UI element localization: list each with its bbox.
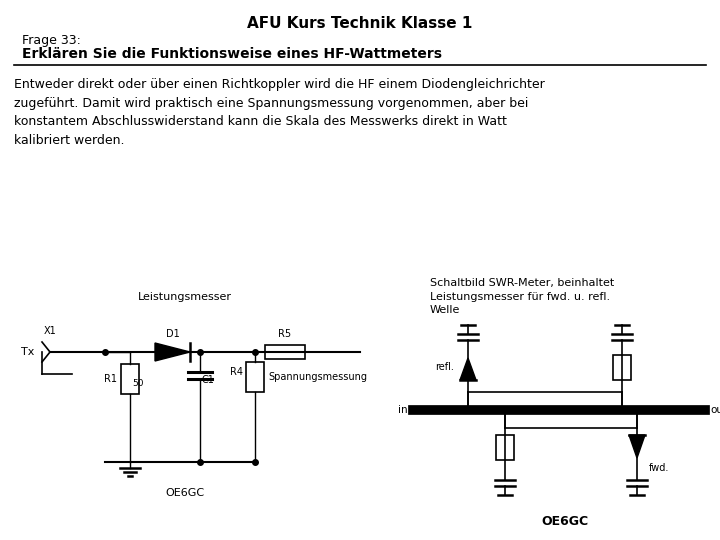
Text: in: in [398, 405, 408, 415]
Polygon shape [155, 343, 190, 361]
Text: Spannungsmessung: Spannungsmessung [268, 372, 367, 382]
Text: OE6GC: OE6GC [166, 488, 204, 498]
Text: C1: C1 [202, 375, 215, 385]
Text: Erklären Sie die Funktionsweise eines HF-Wattmeters: Erklären Sie die Funktionsweise eines HF… [22, 47, 442, 61]
Text: Frage 33:: Frage 33: [22, 34, 81, 47]
Text: Entweder direkt oder über einen Richtkoppler wird die HF einem Diodengleichricht: Entweder direkt oder über einen Richtkop… [14, 78, 545, 146]
Bar [613, 355, 631, 380]
Polygon shape [460, 358, 476, 380]
Bar [246, 362, 264, 392]
Text: fwd.: fwd. [649, 463, 670, 473]
Text: Schaltbild SWR-Meter, beinhaltet
Leistungsmesser für fwd. u. refl.
Welle: Schaltbild SWR-Meter, beinhaltet Leistun… [430, 278, 614, 315]
Bar [265, 345, 305, 359]
Polygon shape [629, 435, 645, 458]
Text: OE6GC: OE6GC [541, 515, 588, 528]
Text: AFU Kurs Technik Klasse 1: AFU Kurs Technik Klasse 1 [247, 16, 473, 31]
Text: refl.: refl. [435, 362, 454, 372]
Text: R4: R4 [230, 367, 243, 377]
Bar [121, 364, 139, 394]
Text: Leistungsmesser: Leistungsmesser [138, 292, 232, 302]
Text: Tx: Tx [21, 347, 34, 357]
Text: R5: R5 [279, 329, 292, 339]
Bar [496, 435, 514, 460]
Text: out: out [710, 405, 720, 415]
Text: X1: X1 [44, 326, 57, 336]
Text: 50: 50 [132, 379, 143, 388]
Text: R1: R1 [104, 374, 117, 384]
Text: D1: D1 [166, 329, 179, 339]
